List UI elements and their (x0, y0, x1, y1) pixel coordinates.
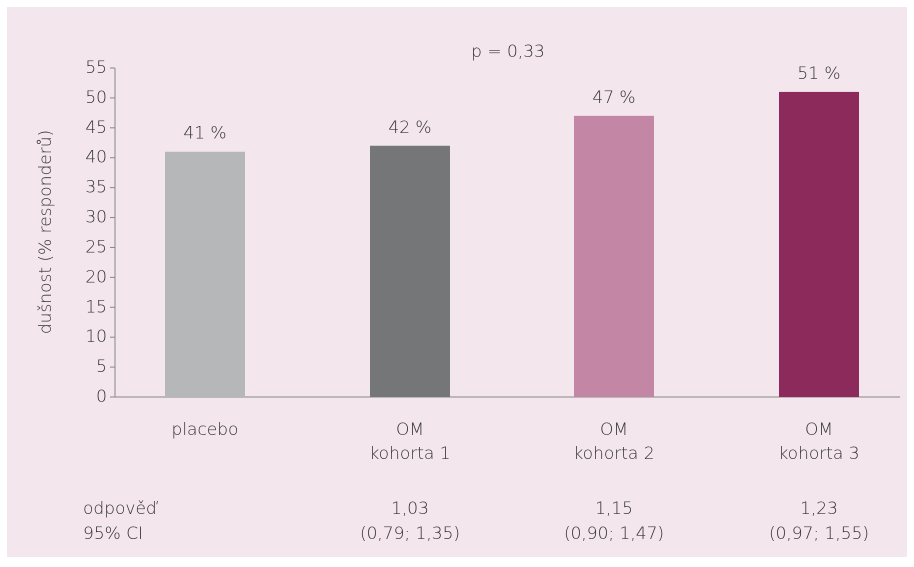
y-tick-label: 25 (85, 237, 107, 257)
y-axis-label: dušnost (% responderů) (36, 130, 56, 334)
y-tick-label: 30 (85, 208, 107, 228)
bar (779, 91, 859, 397)
x-tick-label: placebo (172, 420, 239, 440)
value-label: 41 % (183, 124, 226, 144)
bar (370, 145, 450, 397)
x-tick-label: OM kohorta 2 (573, 420, 654, 464)
table-cell: (0,97; 1,55) (769, 524, 869, 544)
bar (165, 151, 245, 397)
value-label: 42 % (388, 118, 431, 138)
table-row-label: odpověď (83, 499, 159, 519)
y-tick-label: 15 (85, 297, 107, 317)
y-tick-label: 5 (96, 357, 107, 377)
y-tick-label: 45 (85, 118, 107, 138)
y-tick-label: 0 (96, 387, 107, 407)
table-cell: (0,79; 1,35) (360, 524, 460, 544)
x-tick-label: OM kohorta 3 (778, 420, 859, 464)
chart-background (7, 7, 907, 557)
value-label: 51 % (797, 64, 840, 84)
table-cell: (0,90; 1,47) (564, 524, 664, 544)
x-tick-label: OM kohorta 1 (369, 420, 450, 464)
table-row-label: 95% CI (83, 524, 143, 544)
y-tick-label: 35 (85, 178, 107, 198)
y-tick-label: 40 (85, 148, 107, 168)
bar (574, 115, 654, 397)
y-tick-label: 20 (85, 267, 107, 287)
y-tick-label: 50 (85, 88, 107, 108)
table-cell: 1,15 (595, 499, 633, 519)
annotation: p = 0,33 (471, 42, 545, 62)
table-cell: 1,03 (391, 499, 429, 519)
table-cell: 1,23 (800, 499, 838, 519)
y-tick-label: 55 (85, 58, 107, 78)
value-label: 47 % (592, 88, 635, 108)
y-tick-label: 10 (85, 327, 107, 347)
